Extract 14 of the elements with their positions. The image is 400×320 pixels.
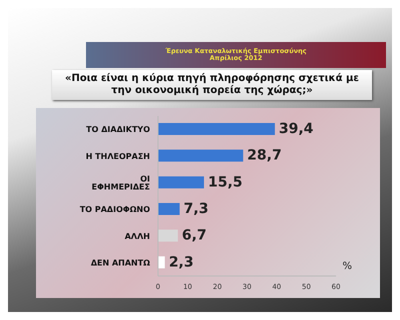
y-tick-label: ΑΛΛΗ [124, 232, 150, 241]
y-tick-label: ΤΟ ΡΑΔΙΟΦΩΝΟ [80, 205, 150, 214]
data-label: 15,5 [208, 174, 243, 190]
y-tick-label: ΔΕΝ ΑΠΑΝΤΩ [90, 258, 150, 268]
data-label: 2,3 [168, 254, 194, 270]
text: % [342, 261, 352, 272]
y-tick-label: Η ΤΗΛΕΟΡΑΣΗ [86, 152, 150, 161]
y-tick-label: ΟΙ ΕΦΗΜΕΡΙΔΕΣ [92, 174, 150, 192]
data-label: 6,7 [182, 228, 207, 244]
data-label: 7,3 [184, 201, 208, 217]
data-label: 28,7 [247, 148, 282, 164]
data-label: 39,4 [278, 121, 314, 137]
chart-subtitle: «Ποια είναι η κύρια πηγή πληροφόρησης σχετικά με την οικονομική πορεία της χώρας;» [52, 70, 372, 100]
y-tick-label: ΤΟ ΔΙΑΔΙΚΤΥΟ [86, 125, 150, 134]
